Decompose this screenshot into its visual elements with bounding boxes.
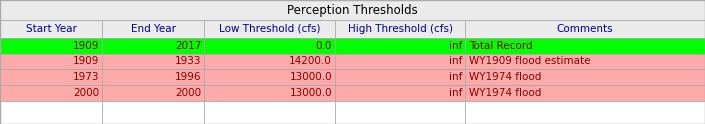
Text: High Threshold (cfs): High Threshold (cfs) <box>348 24 453 34</box>
Bar <box>0 20 705 38</box>
Text: 1996: 1996 <box>175 72 202 82</box>
Text: 13000.0: 13000.0 <box>290 88 332 98</box>
Text: End Year: End Year <box>131 24 176 34</box>
Text: 1909: 1909 <box>73 56 99 66</box>
Text: Total Record: Total Record <box>469 41 532 51</box>
Text: 2000: 2000 <box>176 88 202 98</box>
Text: 13000.0: 13000.0 <box>290 72 332 82</box>
Bar <box>0 69 705 85</box>
Text: inf: inf <box>449 41 462 51</box>
Text: 14200.0: 14200.0 <box>289 56 332 66</box>
Text: WY1974 flood: WY1974 flood <box>469 88 541 98</box>
Text: Comments: Comments <box>557 24 613 34</box>
Text: 1933: 1933 <box>175 56 202 66</box>
Bar <box>0 101 705 124</box>
Text: 0.0: 0.0 <box>316 41 332 51</box>
Text: 1909: 1909 <box>73 41 99 51</box>
Text: WY1909 flood estimate: WY1909 flood estimate <box>469 56 590 66</box>
Text: 2017: 2017 <box>176 41 202 51</box>
Text: 1973: 1973 <box>73 72 99 82</box>
Bar <box>0 38 705 54</box>
Text: Low Threshold (cfs): Low Threshold (cfs) <box>219 24 320 34</box>
Text: Perception Thresholds: Perception Thresholds <box>287 3 418 16</box>
Text: WY1974 flood: WY1974 flood <box>469 72 541 82</box>
Bar <box>0 0 705 20</box>
Bar <box>0 85 705 101</box>
Text: inf: inf <box>449 72 462 82</box>
Text: Start Year: Start Year <box>25 24 77 34</box>
Text: inf: inf <box>449 88 462 98</box>
Text: inf: inf <box>449 56 462 66</box>
Bar <box>0 54 705 69</box>
Text: 2000: 2000 <box>73 88 99 98</box>
